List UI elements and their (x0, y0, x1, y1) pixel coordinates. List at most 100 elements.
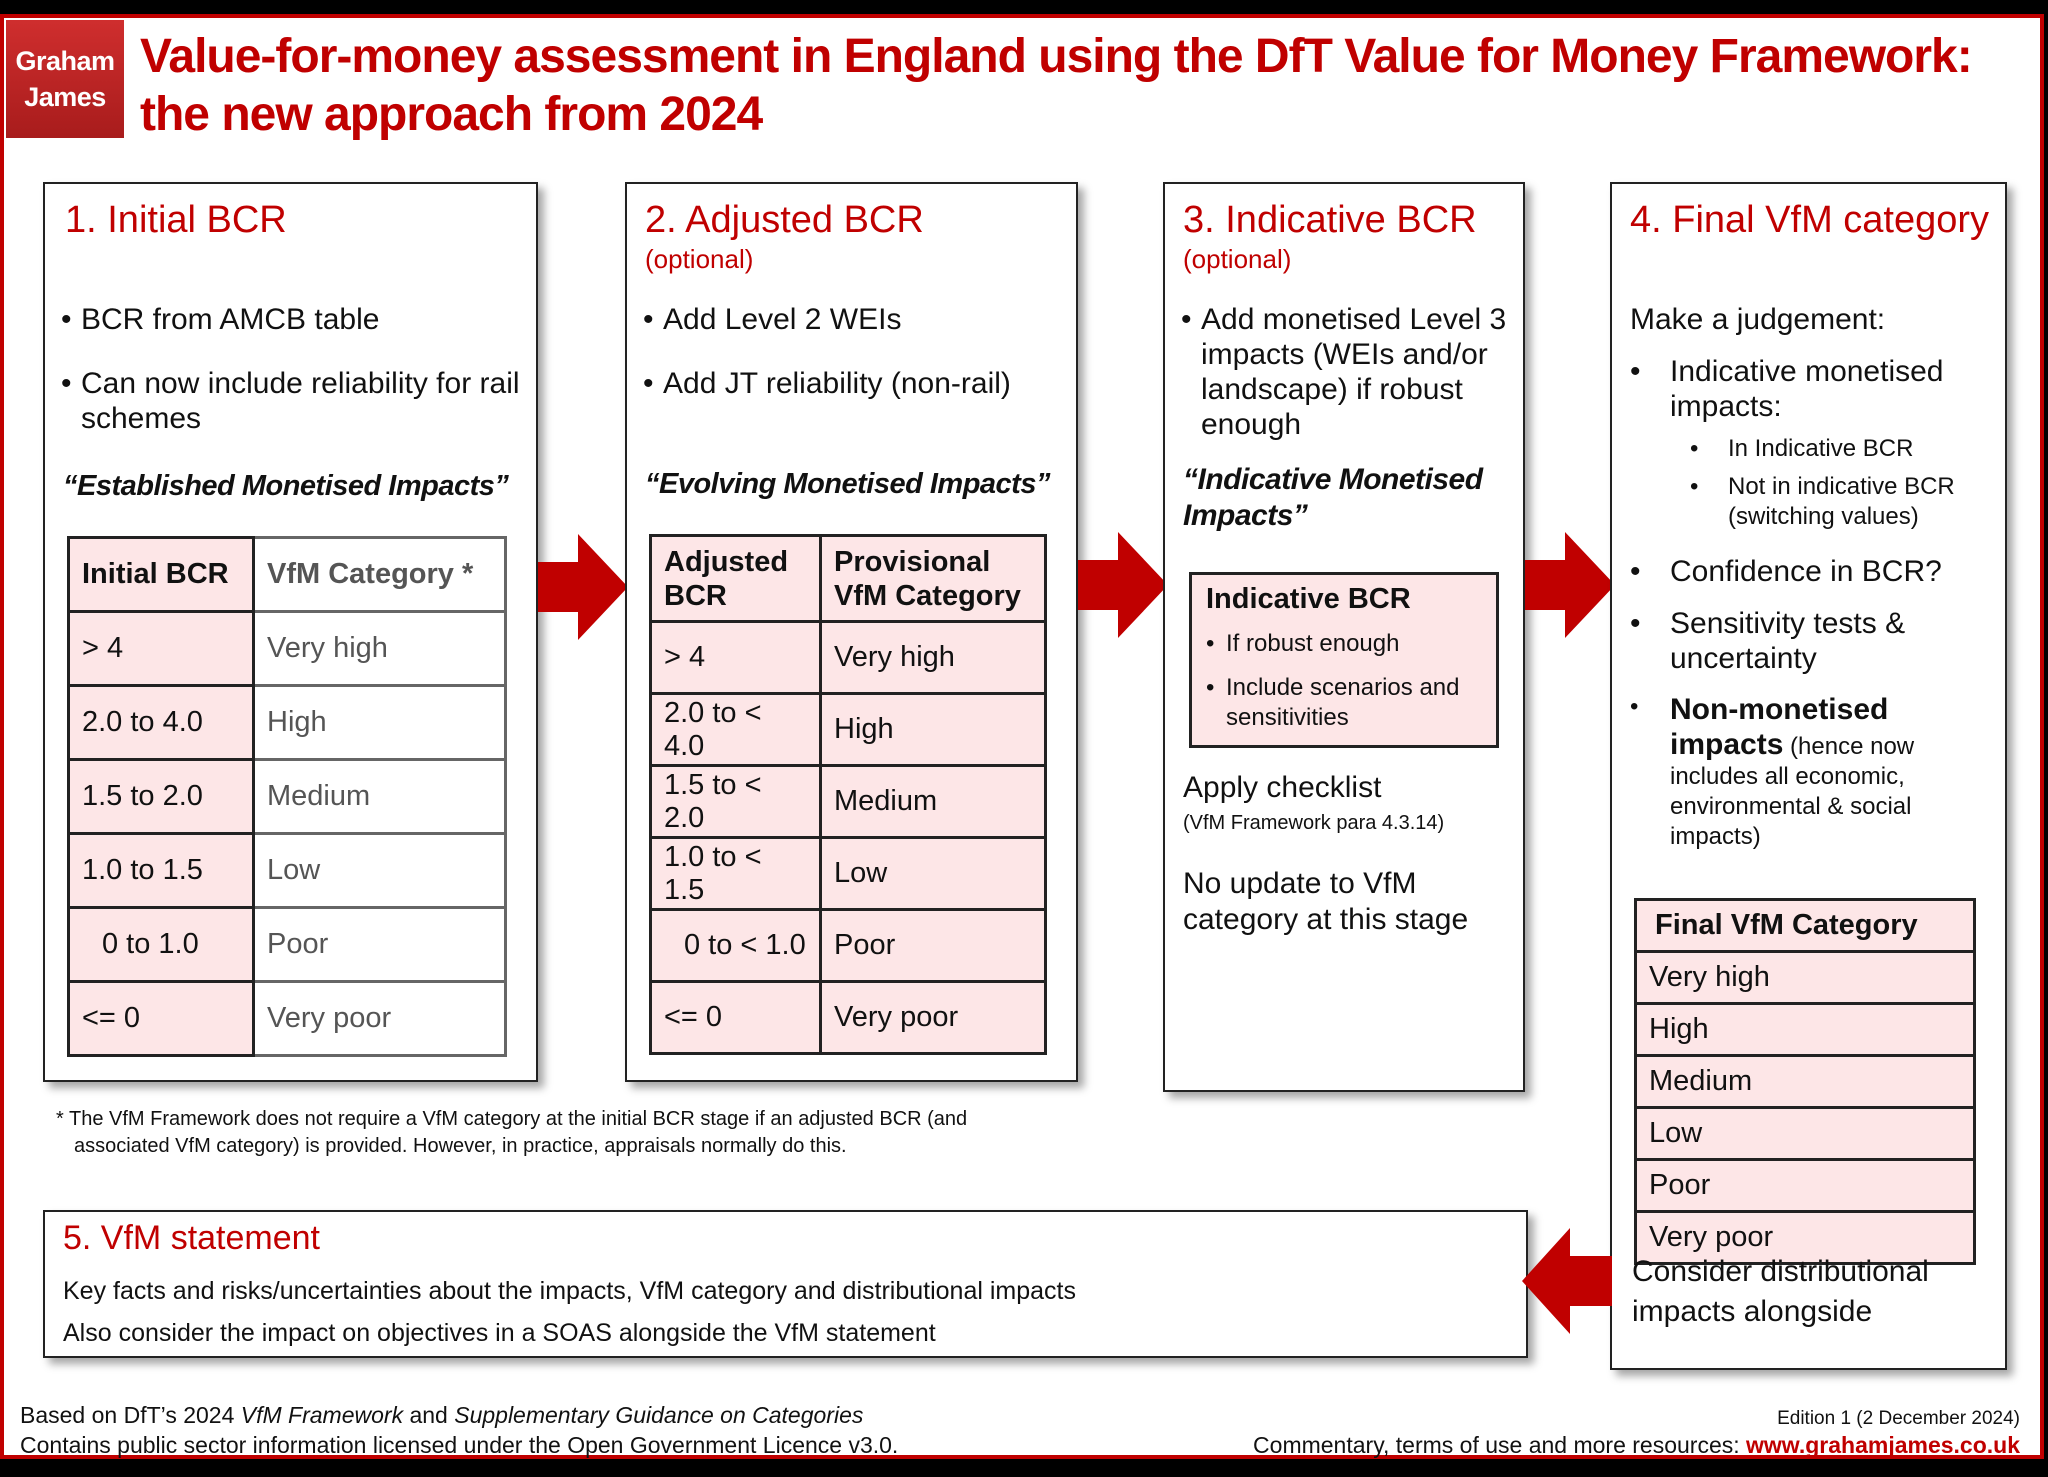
vfm-category: Medium (1634, 1054, 1976, 1109)
stage2-optional-label: (optional) (645, 244, 754, 274)
commentary-text: Commentary, terms of use and more resour… (1253, 1432, 1747, 1458)
table-row: 1.0 to < 1.5 Low (649, 836, 1047, 911)
footnote: * The VfM Framework does not require a V… (56, 1106, 1156, 1160)
table-row: Very high (1634, 950, 1976, 1005)
source-credit: Based on DfT’s 2024 VfM Framework and Su… (20, 1400, 863, 1430)
stage1-bullet: BCR from AMCB table (61, 302, 521, 337)
vfm-category: Medium (252, 758, 507, 835)
bcr-range: 1.0 to < 1.5 (649, 836, 822, 911)
bcr-range: > 4 (67, 610, 255, 687)
stage5-title: 5. VfM statement (63, 1219, 320, 1257)
non-monetised-bold: Non-monetised impacts (1670, 693, 1889, 761)
licence-text: Contains public sector information licen… (20, 1432, 899, 1458)
vfm-category: Medium (819, 764, 1047, 839)
table-header-row: Final VfM Category (1634, 898, 1976, 953)
title-line2: the new approach from 2024 (140, 88, 763, 141)
table-row: <= 0 Very poor (649, 980, 1047, 1055)
right-arrow-icon (1078, 532, 1168, 638)
table-row: Very poor (1634, 1210, 1976, 1265)
stage2-adjusted-bcr-box: 2. Adjusted BCR (optional) Add Level 2 W… (625, 182, 1078, 1082)
table-header: Initial BCR (67, 536, 255, 613)
stage2-bcr-table: Adjusted BCR Provisional VfM Category > … (649, 534, 1047, 1055)
vfm-category: High (1634, 1002, 1976, 1057)
stage4-sub-bullet: Not in indicative BCR (switching values) (1690, 472, 1990, 532)
bcr-range: 0 to 1.0 (67, 906, 255, 983)
bcr-range: 2.0 to 4.0 (67, 684, 255, 761)
stage1-bullet: Can now include reliability for rail sch… (61, 366, 521, 436)
vfm-category: Very high (819, 620, 1047, 695)
bcr-range: <= 0 (649, 980, 822, 1055)
infographic-frame: Graham James Value-for-money assessment … (0, 14, 2044, 1459)
table-header: Adjusted BCR (649, 534, 822, 623)
table-row: 1.5 to 2.0 Medium (67, 758, 507, 835)
table-row: 2.0 to 4.0 High (67, 684, 507, 761)
page-title: Value-for-money assessment in England us… (140, 28, 2020, 144)
stage1-title: 1. Initial BCR (65, 199, 287, 241)
stage3-title: 3. Indicative BCR (1183, 199, 1477, 241)
source-mid: and (403, 1402, 455, 1428)
table-row: 1.0 to 1.5 Low (67, 832, 507, 909)
stage3-optional-label: (optional) (1183, 244, 1292, 274)
table-header: Final VfM Category (1634, 898, 1976, 953)
vfm-category: Very high (1634, 950, 1976, 1005)
table-header: VfM Category * (252, 536, 507, 613)
vfm-category: Very high (252, 610, 507, 687)
table-row: <= 0 Very poor (67, 980, 507, 1057)
apply-checklist-text: Apply checklist (1183, 771, 1382, 804)
vfm-category: High (252, 684, 507, 761)
source-doc2: Supplementary Guidance on Categories (454, 1402, 864, 1428)
vfm-category: Poor (1634, 1158, 1976, 1213)
bcr-range: 0 to < 1.0 (649, 908, 822, 983)
logo-line1: Graham (15, 46, 115, 76)
stage4-bullet: Confidence in BCR? (1630, 554, 1990, 589)
vfm-category: Low (1634, 1106, 1976, 1161)
non-monetised-rest: (hence now includes all economic, enviro… (1670, 733, 1915, 850)
table-row: Low (1634, 1106, 1976, 1161)
right-arrow-icon (1525, 532, 1615, 638)
table-row: 1.5 to < 2.0 Medium (649, 764, 1047, 839)
stage5-line1: Key facts and risks/uncertainties about … (63, 1277, 1076, 1305)
table-row: 0 to < 1.0 Poor (649, 908, 1047, 983)
stage1-quote: “Established Monetised Impacts” (63, 470, 509, 502)
stage4-title: 4. Final VfM category (1630, 199, 1990, 241)
stage3-quote: “Indicative Monetised Impacts” (1183, 463, 1483, 532)
bcr-range: 1.5 to < 2.0 (649, 764, 822, 839)
table-row: High (1634, 1002, 1976, 1057)
source-doc1: VfM Framework (240, 1402, 404, 1428)
website-link[interactable]: www.grahamjames.co.uk (1746, 1432, 2020, 1458)
table-row: Medium (1634, 1054, 1976, 1109)
bcr-range: 1.0 to 1.5 (67, 832, 255, 909)
footnote-line1: * The VfM Framework does not require a V… (56, 1108, 968, 1130)
right-arrow-icon (538, 534, 628, 640)
vfm-category: Very poor (819, 980, 1047, 1055)
stage3-bullet: Add monetised Level 3 impacts (WEIs and/… (1181, 302, 1511, 442)
stage4-bullet: Sensitivity tests & uncertainty (1630, 606, 1960, 676)
stage2-quote: “Evolving Monetised Impacts” (645, 468, 1050, 500)
no-update-note: No update to VfM category at this stage (1183, 867, 1469, 936)
stage4-bullet-non-monetised: Non-monetised impacts (hence now include… (1630, 692, 1970, 852)
stage5-vfm-statement-box: 5. VfM statement Key facts and risks/unc… (43, 1210, 1528, 1358)
logo-line2: James (24, 82, 106, 112)
stage4-sub-bullet: In Indicative BCR (1690, 434, 1990, 464)
stage1-bcr-table: Initial BCR VfM Category * > 4 Very high… (67, 536, 507, 1057)
stage2-bullet: Add Level 2 WEIs (643, 302, 1063, 337)
inner-box-bullet: Include scenarios and sensitivities (1206, 673, 1491, 733)
vfm-category: Poor (252, 906, 507, 983)
stage2-title: 2. Adjusted BCR (645, 199, 924, 241)
vfm-category: Very poor (1634, 1210, 1976, 1265)
table-row: > 4 Very high (649, 620, 1047, 695)
footnote-line2: associated VfM category) is provided. Ho… (74, 1135, 847, 1157)
bcr-range: > 4 (649, 620, 822, 695)
table-header-row: Adjusted BCR Provisional VfM Category (649, 534, 1047, 623)
distributional-note: Consider distributional impacts alongsid… (1632, 1255, 1929, 1328)
vfm-category: Low (819, 836, 1047, 911)
table-header: Provisional VfM Category (819, 534, 1047, 623)
stage3-indicative-bcr-box: 3. Indicative BCR (optional) Add monetis… (1163, 182, 1525, 1092)
vfm-category: High (819, 692, 1047, 767)
vfm-category: Poor (819, 908, 1047, 983)
commentary-line: Commentary, terms of use and more resour… (1253, 1430, 2020, 1460)
source-prefix: Based on DfT’s 2024 (20, 1402, 241, 1428)
bcr-range: 2.0 to < 4.0 (649, 692, 822, 767)
bcr-range: <= 0 (67, 980, 255, 1057)
checklist-reference: (VfM Framework para 4.3.14) (1183, 812, 1445, 834)
